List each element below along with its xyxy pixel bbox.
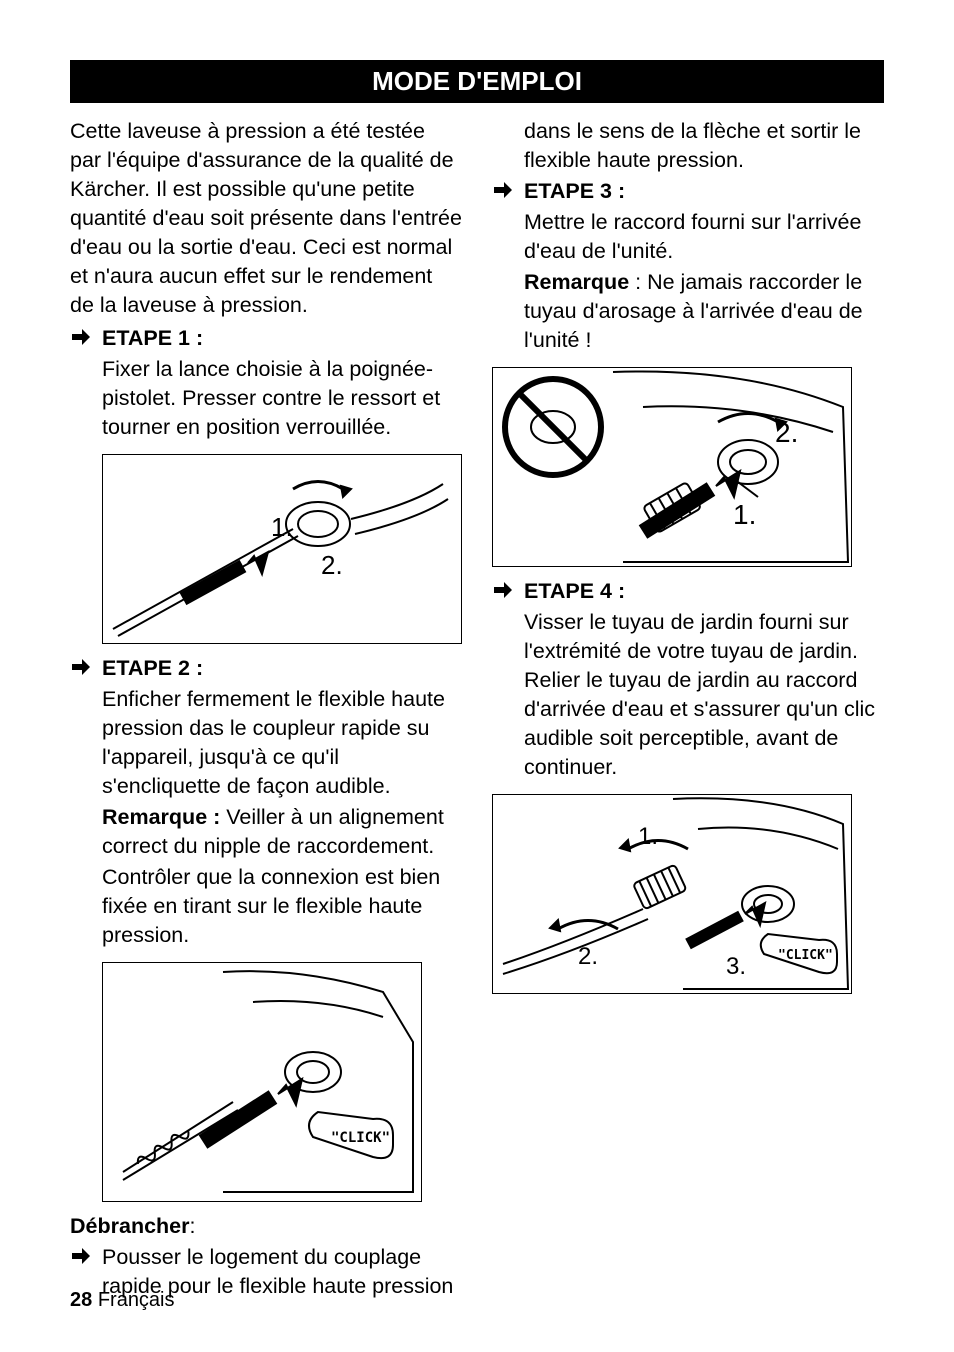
- fig3-num1: 1.: [733, 499, 756, 530]
- continuation-text: dans le sens de la flèche et sortir le f…: [524, 117, 884, 175]
- fig1-num1: 1.: [271, 512, 293, 542]
- right-column: dans le sens de la flèche et sortir le f…: [492, 117, 884, 1301]
- step-2-text2: Contrôler que la connexion est bien fixé…: [102, 863, 462, 950]
- intro-paragraph: Cette laveuse à pression a été testée pa…: [70, 117, 462, 320]
- step-1-label: ETAPE 1 :: [102, 324, 462, 353]
- page-footer: 28 Français: [70, 1289, 175, 1312]
- figure-step-2: "CLICK": [102, 962, 422, 1202]
- fig4-num1: 1.: [638, 823, 658, 850]
- arrow-icon: [492, 177, 524, 355]
- disconnect-heading: Débrancher:: [70, 1212, 462, 1241]
- svg-text:"CLICK": "CLICK": [331, 1130, 390, 1146]
- step-4-text: Visser le tuyau de jardin fourni sur l'e…: [524, 608, 884, 782]
- figure-step-3: 2. 1.: [492, 367, 852, 567]
- left-column: Cette laveuse à pression a été testée pa…: [70, 117, 462, 1301]
- remark-label: Remarque: [524, 270, 629, 294]
- step-2-label: ETAPE 2 :: [102, 654, 462, 683]
- figure-step-4: 1. 2. 3. "CLICK": [492, 794, 852, 994]
- step-1: ETAPE 1 : Fixer la lance choisie à la po…: [70, 324, 462, 442]
- click-callout: "CLICK": [309, 1112, 393, 1158]
- arrow-icon: [492, 577, 524, 782]
- step-2-text1: Enficher fermement le flexible haute pre…: [102, 685, 462, 801]
- content-columns: Cette laveuse à pression a été testée pa…: [70, 117, 884, 1301]
- arrow-icon: [70, 654, 102, 950]
- remark-label: Remarque :: [102, 805, 220, 829]
- step-3: ETAPE 3 : Mettre le raccord fourni sur l…: [492, 177, 884, 355]
- step-2-remark: Remarque : Veiller à un alignement corre…: [102, 803, 462, 861]
- step-4: ETAPE 4 : Visser le tuyau de jardin four…: [492, 577, 884, 782]
- click-callout: "CLICK": [761, 934, 837, 973]
- figure-step-1: 1. 2.: [102, 454, 462, 644]
- arrow-icon: [70, 324, 102, 442]
- page-number: 28: [70, 1289, 92, 1311]
- step-3-label: ETAPE 3 :: [524, 177, 884, 206]
- page-language: Français: [98, 1289, 175, 1311]
- step-1-text: Fixer la lance choisie à la poignée-pist…: [102, 355, 462, 442]
- step-2: ETAPE 2 : Enficher fermement le flexible…: [70, 654, 462, 950]
- section-title: MODE D'EMPLOI: [70, 60, 884, 103]
- step-3-text: Mettre le raccord fourni sur l'arrivée d…: [524, 208, 884, 266]
- svg-text:"CLICK": "CLICK": [778, 948, 833, 963]
- fig1-num2: 2.: [321, 550, 343, 580]
- fig4-num3: 3.: [726, 953, 746, 980]
- fig4-num2: 2.: [578, 943, 598, 970]
- step-4-label: ETAPE 4 :: [524, 577, 884, 606]
- fig3-num2: 2.: [775, 417, 798, 448]
- step-3-remark: Remarque : Ne jamais raccorder le tuyau …: [524, 268, 884, 355]
